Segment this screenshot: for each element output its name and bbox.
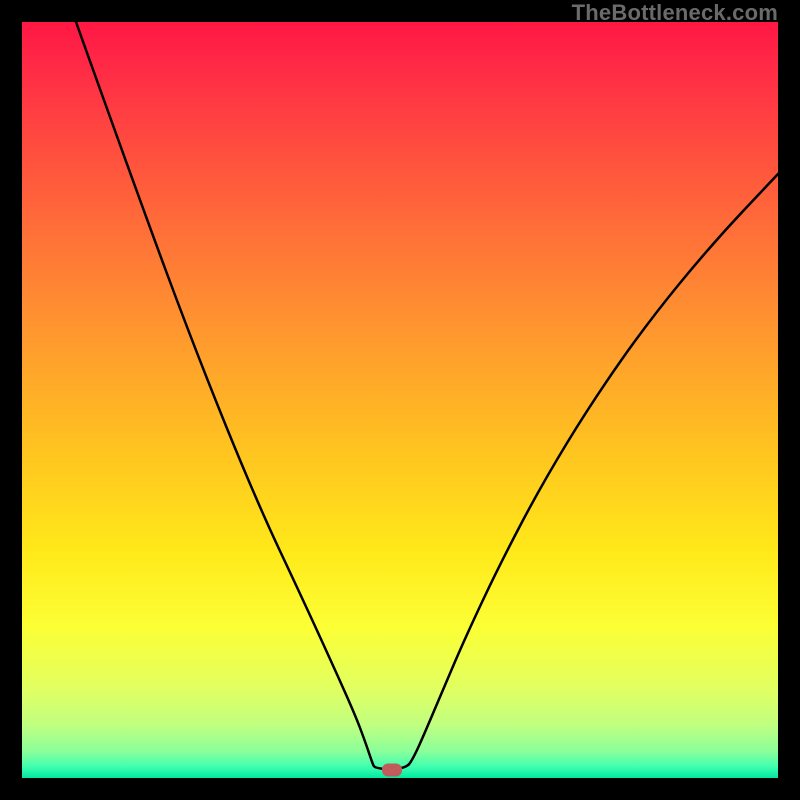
attribution-text: TheBottleneck.com: [572, 0, 778, 26]
valley-marker: [382, 764, 402, 777]
bottleneck-curve: [22, 22, 778, 778]
chart-frame: TheBottleneck.com: [0, 0, 800, 800]
plot-area: [22, 22, 778, 778]
